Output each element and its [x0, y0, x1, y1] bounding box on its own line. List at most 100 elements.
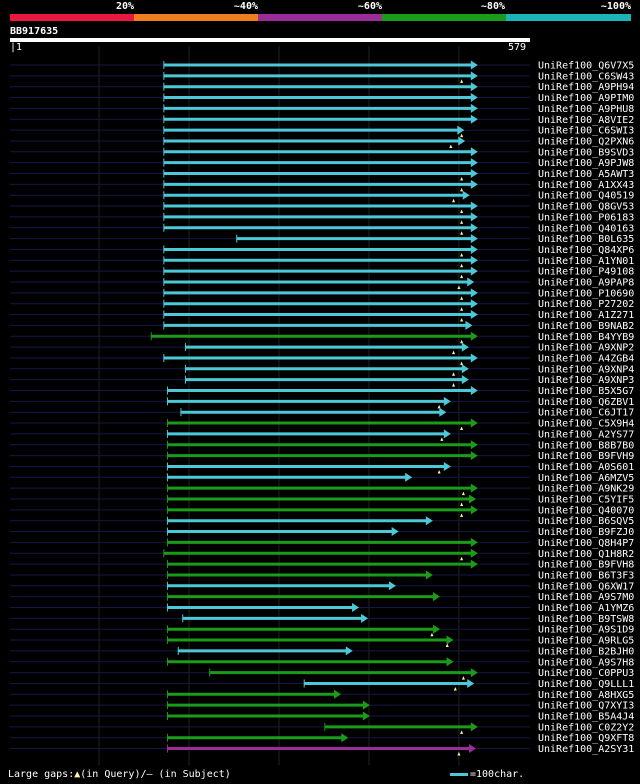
- hit-arrow-icon: [470, 353, 478, 363]
- hit-name: UniRef100_C0PPU3: [538, 668, 634, 679]
- hit-row[interactable]: UniRef100_Q40519: [10, 190, 634, 203]
- hit-name: UniRef100_A9NK29: [538, 484, 634, 495]
- hit-row[interactable]: UniRef100_Q84XP6: [10, 244, 634, 257]
- query-title: BB917635: [10, 26, 59, 37]
- hit-row[interactable]: UniRef100_Q8H4P7: [10, 537, 634, 549]
- hit-name: UniRef100_C6SW43: [538, 71, 634, 82]
- hit-row[interactable]: UniRef100_A8VIE2: [10, 114, 634, 126]
- gap-marker-icon: [460, 730, 464, 734]
- hit-name: UniRef100_A1YN01: [538, 256, 634, 267]
- hit-row[interactable]: UniRef100_B9FVH9: [10, 451, 634, 462]
- hit-row[interactable]: UniRef100_A1YN01: [10, 256, 634, 268]
- hit-row[interactable]: UniRef100_B5X5G7: [10, 386, 634, 397]
- hit-row[interactable]: UniRef100_P27202: [10, 299, 634, 311]
- gap-marker-icon: [452, 383, 456, 387]
- hit-name: UniRef100_B0L635: [538, 234, 634, 245]
- hit-row[interactable]: UniRef100_Q6ZBV1: [10, 396, 634, 409]
- hit-row[interactable]: UniRef100_A9PHU8: [10, 103, 634, 115]
- hit-row[interactable]: UniRef100_A9S7M0: [10, 592, 634, 603]
- hit-row[interactable]: UniRef100_C5YIF5: [10, 494, 634, 507]
- hit-row[interactable]: UniRef100_B5A4J4: [10, 711, 634, 723]
- hit-row[interactable]: UniRef100_Q9XFT8: [10, 733, 634, 744]
- hit-row[interactable]: UniRef100_A9S7H8: [10, 657, 634, 668]
- gap-marker-icon: [460, 502, 464, 506]
- hit-row[interactable]: UniRef100_Q6V7X5: [10, 60, 634, 72]
- hit-row[interactable]: UniRef100_B0L635: [10, 234, 634, 245]
- hit-row[interactable]: UniRef100_A0S601: [10, 461, 634, 474]
- hit-name: UniRef100_A1Z271: [538, 310, 634, 321]
- hit-row[interactable]: UniRef100_Q7XYI3: [10, 700, 634, 712]
- hit-row[interactable]: UniRef100_B4YYB9: [10, 331, 634, 344]
- hit-row[interactable]: UniRef100_A9PIM0: [10, 93, 634, 104]
- hit-row[interactable]: UniRef100_Q40070: [10, 505, 634, 517]
- hit-row[interactable]: UniRef100_B9SVD3: [10, 147, 634, 158]
- hit-row[interactable]: UniRef100_A9S1D9: [10, 624, 634, 637]
- hit-row[interactable]: UniRef100_A1YMZ6: [10, 603, 634, 614]
- hit-row[interactable]: UniRef100_A5AWT3: [10, 169, 634, 181]
- hit-row[interactable]: UniRef100_Q6XW17: [10, 581, 634, 592]
- hit-row[interactable]: UniRef100_A1Z271: [10, 310, 634, 322]
- hit-row[interactable]: UniRef100_A8HXG5: [10, 689, 634, 701]
- hit-row[interactable]: UniRef100_P10690: [10, 288, 634, 300]
- hit-row[interactable]: UniRef100_C0PPU3: [10, 668, 634, 680]
- hit-arrow-icon: [470, 440, 478, 450]
- hit-arrow-icon: [470, 505, 478, 515]
- hit-row[interactable]: UniRef100_B9FVH8: [10, 559, 634, 571]
- hit-row[interactable]: UniRef100_A9PJW8: [10, 158, 634, 169]
- hit-name: UniRef100_P27202: [538, 299, 634, 310]
- hit-arrow-icon: [391, 527, 399, 537]
- hit-row[interactable]: UniRef100_A9XNP3: [10, 375, 634, 387]
- hit-row[interactable]: UniRef100_B9TSW8: [10, 613, 634, 625]
- hit-row[interactable]: UniRef100_C5X9H4: [10, 418, 634, 431]
- hit-name: UniRef100_A9XNP2: [538, 343, 634, 354]
- hit-row[interactable]: UniRef100_A9PAP8: [10, 277, 634, 290]
- hit-arrow-icon: [470, 93, 478, 103]
- hit-row[interactable]: UniRef100_A6MZV5: [10, 472, 634, 484]
- hit-name: UniRef100_B2BJH0: [538, 646, 634, 657]
- hit-row[interactable]: UniRef100_B9FZJ0: [10, 527, 634, 538]
- hit-arrow-icon: [461, 342, 469, 352]
- hit-arrow-icon: [443, 461, 451, 471]
- hit-arrow-icon: [467, 678, 475, 688]
- legend-bar-40: [134, 14, 258, 21]
- gap-marker-icon: [460, 318, 464, 322]
- hit-row[interactable]: UniRef100_A9NK29: [10, 483, 634, 496]
- hit-row[interactable]: UniRef100_C6JT17: [10, 407, 634, 419]
- hit-arrow-icon: [470, 223, 478, 233]
- hit-row[interactable]: UniRef100_Q40163: [10, 223, 634, 235]
- hit-row[interactable]: UniRef100_P06183: [10, 212, 634, 224]
- hit-row[interactable]: UniRef100_Q2PXN6: [10, 136, 634, 148]
- hit-arrow-icon: [470, 537, 478, 547]
- hit-row[interactable]: UniRef100_A2SY31: [10, 744, 634, 756]
- hit-row[interactable]: UniRef100_Q9LLL1: [10, 678, 634, 691]
- hit-row[interactable]: UniRef100_B6SQV5: [10, 516, 634, 527]
- hit-arrow-icon: [470, 451, 478, 461]
- hit-name: UniRef100_A0S601: [538, 462, 634, 473]
- hit-row[interactable]: UniRef100_B6T3F3: [10, 570, 634, 581]
- hit-arrow-icon: [462, 190, 470, 200]
- hit-row[interactable]: UniRef100_B9NAB2: [10, 320, 634, 332]
- hit-row[interactable]: UniRef100_A9RLG5: [10, 635, 634, 648]
- hit-row[interactable]: UniRef100_A4ZGB4: [10, 353, 634, 365]
- hit-row[interactable]: UniRef100_A2YS77: [10, 429, 634, 441]
- hit-name: UniRef100_Q6XW17: [538, 581, 634, 592]
- hit-name: UniRef100_Q7XYI3: [538, 701, 634, 712]
- hit-row[interactable]: UniRef100_A9PH94: [10, 82, 634, 93]
- gap-marker-icon: [452, 198, 456, 203]
- hit-row[interactable]: UniRef100_A1XX43: [10, 179, 634, 192]
- hit-row[interactable]: UniRef100_C6SWI3: [10, 125, 634, 138]
- hit-row[interactable]: UniRef100_B2BJH0: [10, 646, 634, 657]
- gap-marker-icon: [460, 263, 464, 268]
- hit-row[interactable]: UniRef100_Q1H8R2: [10, 548, 634, 561]
- hit-row[interactable]: UniRef100_C6SW43: [10, 71, 634, 83]
- hit-row[interactable]: UniRef100_Q8GV53: [10, 201, 634, 214]
- hit-row[interactable]: UniRef100_A9XNP2: [10, 342, 634, 355]
- gap-legend-prefix: Large gaps:: [8, 769, 75, 780]
- gap-marker-icon: [460, 79, 464, 83]
- hit-arrow-icon: [352, 603, 360, 612]
- hit-row[interactable]: UniRef100_C0Z2Y2: [10, 722, 634, 734]
- hit-row[interactable]: UniRef100_B8B7B0: [10, 440, 634, 451]
- hit-row[interactable]: UniRef100_A9XNP4: [10, 364, 634, 376]
- hit-row[interactable]: UniRef100_P49108: [10, 266, 634, 279]
- hit-name: UniRef100_B9FZJ0: [538, 527, 634, 538]
